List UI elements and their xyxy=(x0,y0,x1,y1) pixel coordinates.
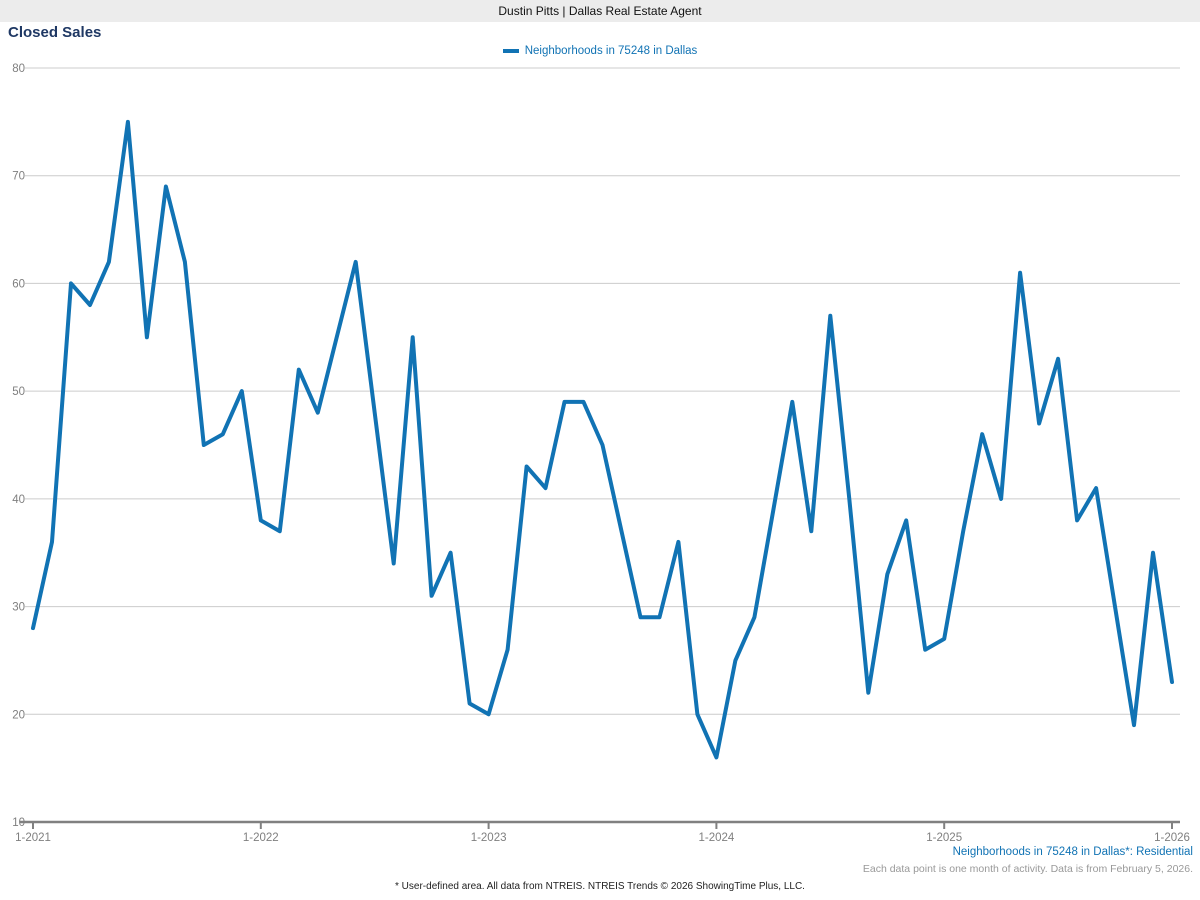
series-line-neighborhoods-75248[interactable] xyxy=(31,119,1174,760)
y-axis-label: 20 xyxy=(12,709,25,721)
y-axis-label: 50 xyxy=(12,386,25,398)
page-title: Closed Sales xyxy=(8,24,102,41)
y-axis-label: 10 xyxy=(12,817,25,829)
x-axis-label: 1-2025 xyxy=(926,832,962,844)
legend-label: Neighborhoods in 75248 in Dallas xyxy=(524,45,698,57)
legend: Neighborhoods in 75248 in Dallas xyxy=(0,45,1200,57)
data-footnote: Each data point is one month of activity… xyxy=(862,863,1193,875)
series-footnote: Neighborhoods in 75248 in Dallas*: Resid… xyxy=(952,846,1193,858)
legend-line-swatch xyxy=(502,49,519,53)
header-bar: Dustin Pitts | Dallas Real Estate Agent xyxy=(0,0,1200,22)
x-axis-label: 1-2024 xyxy=(698,832,734,844)
y-axis-label: 30 xyxy=(12,602,25,614)
header-title: Dustin Pitts | Dallas Real Estate Agent xyxy=(498,4,702,18)
disclaimer-footnote: * User-defined area. All data from NTREI… xyxy=(395,881,805,892)
x-axis-label: 1-2026 xyxy=(1154,832,1190,844)
x-axis-label: 1-2021 xyxy=(15,832,51,844)
y-axis-label: 80 xyxy=(12,63,25,75)
x-axis-label: 1-2023 xyxy=(471,832,507,844)
x-axis-label: 1-2022 xyxy=(243,832,279,844)
y-axis-label: 40 xyxy=(12,494,25,506)
legend-item[interactable]: Neighborhoods in 75248 in Dallas xyxy=(502,45,698,57)
y-axis-label: 70 xyxy=(12,171,25,183)
y-axis-label: 60 xyxy=(12,278,25,290)
